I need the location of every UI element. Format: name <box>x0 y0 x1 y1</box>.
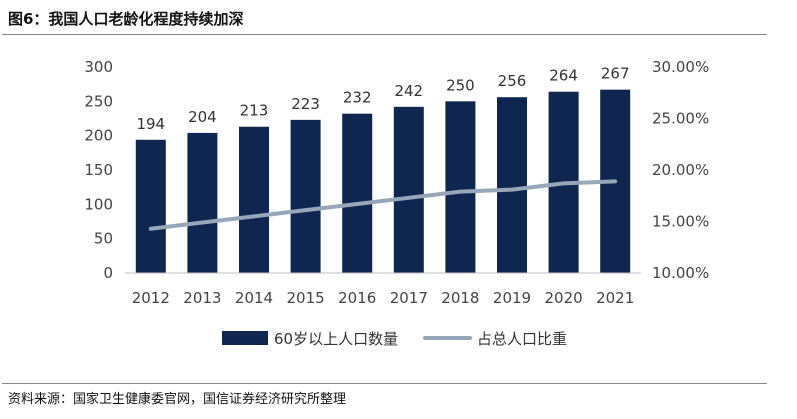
source-note: 资料来源：国家卫生健康委官网，国信证券经济研究所整理 <box>8 392 347 407</box>
bar-data-labels: 194 204 213 223 232 242 250 256 264 267 <box>136 65 629 133</box>
bar-2017 <box>393 106 424 274</box>
x-tick-label: 2015 <box>287 289 325 307</box>
y-left-tick-label: 200 <box>84 127 113 145</box>
x-tick-label: 2020 <box>545 289 583 307</box>
legend-line-label: 占总人口比重 <box>477 330 567 348</box>
bottom-divider <box>2 383 767 384</box>
x-tick-label: 2017 <box>390 289 428 307</box>
ratio-line <box>148 179 618 231</box>
x-tick-label: 2018 <box>441 289 479 307</box>
bar-2012 <box>135 139 166 273</box>
y-left-tick-label: 0 <box>103 264 113 282</box>
y-right-tick-label: 25.00% <box>652 110 709 128</box>
y-left-tick-label: 150 <box>84 161 113 179</box>
x-tick-label: 2019 <box>493 289 531 307</box>
y-right-tick-label: 15.00% <box>652 213 709 231</box>
x-axis: 2012 2013 2014 2015 2016 2017 2018 2019 2020 2021 <box>132 289 635 307</box>
x-tick-label: 2014 <box>235 289 273 307</box>
legend-bar-label: 60岁以上人口数量 <box>274 330 398 348</box>
bar-value-label: 223 <box>291 95 320 113</box>
y-axis-right: 10.00% 15.00% 20.00% 25.00% 30.00% <box>652 58 709 282</box>
bar-value-label: 256 <box>498 72 527 90</box>
y-axis-left: 0 50 100 150 200 250 300 <box>84 58 113 282</box>
bar-2016 <box>342 113 373 274</box>
bar-2018 <box>445 101 476 273</box>
legend: 60岁以上人口数量 占总人口比重 <box>222 330 567 348</box>
bar-2019 <box>497 97 527 273</box>
bar-value-label: 242 <box>394 82 423 100</box>
y-left-tick-label: 100 <box>84 195 113 213</box>
legend-bar-swatch <box>222 331 268 345</box>
top-divider <box>2 34 767 35</box>
y-left-tick-label: 250 <box>84 92 113 110</box>
x-tick-label: 2016 <box>338 289 376 307</box>
y-left-tick-label: 50 <box>94 230 113 248</box>
bar-value-label: 264 <box>549 67 578 85</box>
y-left-tick-label: 300 <box>84 58 113 76</box>
bar-value-label: 250 <box>446 76 475 94</box>
x-tick-label: 2012 <box>132 289 170 307</box>
bar-2015 <box>290 119 321 273</box>
y-right-tick-label: 10.00% <box>652 264 709 282</box>
y-right-tick-label: 20.00% <box>652 161 709 179</box>
bar-value-label: 204 <box>188 108 217 126</box>
y-right-tick-label: 30.00% <box>652 58 709 76</box>
bar-value-label: 213 <box>240 102 269 120</box>
bar-value-label: 194 <box>136 115 165 133</box>
bar-2014 <box>239 126 269 274</box>
x-tick-label: 2021 <box>596 289 634 307</box>
bar-value-label: 232 <box>343 89 372 107</box>
bar-series <box>135 89 631 274</box>
x-tick-label: 2013 <box>183 289 221 307</box>
bar-value-label: 267 <box>601 65 630 83</box>
figure-title: 图6：我国人口老龄化程度持续加深 <box>8 10 244 28</box>
bar-2013 <box>187 132 218 273</box>
